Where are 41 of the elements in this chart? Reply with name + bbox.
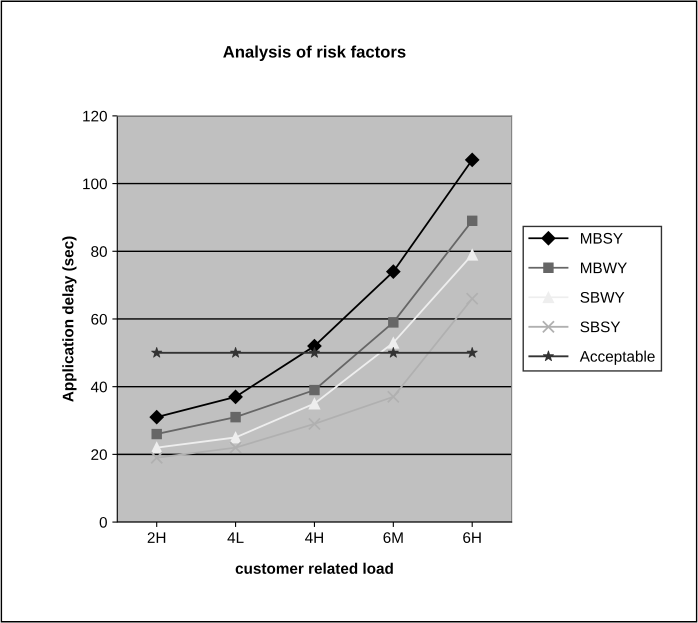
- point: [230, 346, 242, 358]
- point: [387, 336, 400, 349]
- y-tick-label: 80: [91, 246, 107, 257]
- x-tick-label: 2H: [148, 532, 166, 543]
- legend-label: MBWY: [581, 262, 627, 274]
- y-tick-label: 40: [90, 382, 107, 392]
- legend-label: SBSY: [580, 321, 620, 332]
- y-tick-label: 120: [83, 110, 107, 122]
- x-tick-label: 4L: [227, 532, 244, 543]
- point: [309, 384, 320, 396]
- point: [149, 410, 164, 424]
- point: [464, 152, 480, 168]
- point: [388, 346, 399, 358]
- point: [466, 346, 478, 358]
- y-tick-label: 100: [83, 178, 107, 190]
- point: [230, 412, 241, 422]
- y-tick-label: 60: [91, 314, 107, 325]
- x-tick-label: 4H: [305, 532, 323, 543]
- chart-title: Analysis of risk factors: [223, 45, 406, 62]
- legend-label: MBSY: [581, 232, 623, 244]
- point: [308, 398, 320, 410]
- point: [150, 442, 163, 454]
- point: [386, 264, 401, 279]
- y-tick-label: 20: [91, 449, 107, 460]
- point: [230, 432, 242, 444]
- point: [466, 248, 478, 261]
- point: [388, 317, 399, 328]
- point: [151, 346, 162, 358]
- point: [308, 346, 320, 358]
- point: [228, 390, 243, 404]
- point: [150, 451, 164, 464]
- x-tick-label: 6H: [463, 532, 481, 544]
- legend-label: Acceptable: [580, 350, 655, 365]
- y-tick-label: 0: [100, 516, 107, 528]
- x-tick-label: 6M: [383, 532, 403, 544]
- point: [466, 216, 478, 226]
- point: [229, 441, 242, 454]
- y-axis-title: Application delay (sec): [62, 236, 76, 402]
- legend-label: SBWY: [580, 292, 624, 303]
- point: [151, 428, 162, 440]
- x-axis-title: customer related load: [236, 562, 393, 574]
